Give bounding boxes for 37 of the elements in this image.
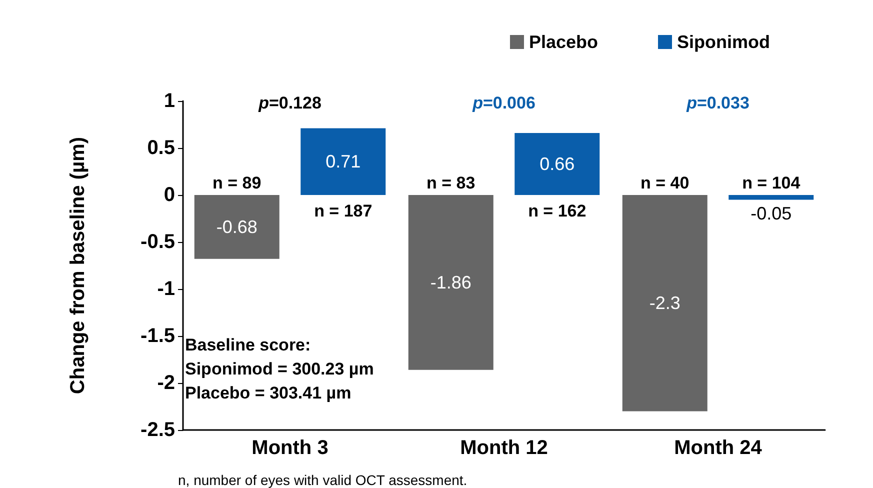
- bar: [728, 195, 814, 200]
- y-tick-label: 0.5: [147, 137, 175, 159]
- bar: [408, 195, 494, 370]
- y-tick-label: 1: [164, 90, 175, 112]
- bar: [300, 128, 386, 195]
- data-label: -1.86: [430, 272, 472, 292]
- y-axis-title: Change from baseline (µm): [67, 136, 89, 394]
- annotation: n = 104: [742, 174, 801, 192]
- y-tick-label: -1: [157, 278, 175, 300]
- annotation: Baseline score: Siponimod = 300.23 µm Placebo = 303.41 µm: [185, 336, 374, 402]
- legend-label: Siponimod: [677, 32, 770, 52]
- x-tick-label: Month 3: [252, 437, 328, 459]
- y-tick-label: 0: [164, 184, 175, 206]
- data-label: 0.71: [326, 152, 361, 172]
- annotation: n = 187: [314, 202, 372, 220]
- data-label: -0.68: [216, 216, 258, 237]
- bar: [514, 132, 600, 195]
- bar: [622, 195, 708, 412]
- legend-label: Placebo: [528, 32, 598, 52]
- data-label: -0.05: [750, 204, 792, 224]
- annotation: n = 83: [426, 174, 476, 192]
- y-tick-label: -2: [157, 372, 175, 394]
- annotation: n = 89: [212, 174, 262, 192]
- y-tick-label: -2.5: [140, 419, 175, 441]
- x-tick-label: Month 24: [674, 437, 763, 459]
- data-label: 0.66: [540, 154, 575, 174]
- y-tick-label: -1.5: [140, 325, 175, 347]
- annotation: n = 162: [528, 202, 586, 220]
- annotation: p=0.033: [686, 94, 750, 112]
- y-tick-label: -0.5: [140, 231, 175, 253]
- x-tick-label: Month 12: [460, 437, 548, 459]
- data-label: -2.3: [649, 293, 680, 314]
- text: n, number of eyes with valid OCT assessment.: [178, 472, 468, 488]
- annotation: n = 40: [640, 174, 690, 192]
- annotation: p=0.006: [472, 94, 536, 112]
- bar: [194, 195, 280, 259]
- annotation: p=0.128: [258, 94, 322, 112]
